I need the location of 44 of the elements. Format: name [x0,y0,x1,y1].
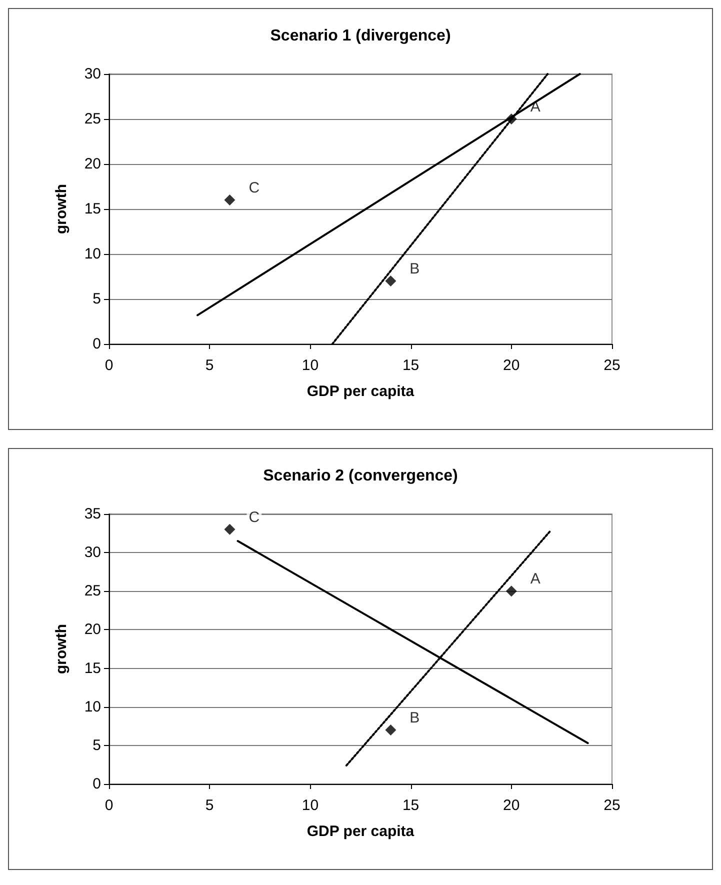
y-tick-label: 15 [84,660,101,677]
x-tick-label: 15 [402,357,420,374]
x-tick-label: 20 [503,797,520,814]
x-tick-label: 5 [205,357,214,374]
y-axis-title: growth [53,184,70,234]
y-tick-label: 0 [92,776,101,792]
point [506,586,517,597]
annotation: B [410,260,420,278]
y-tick-label: 30 [84,544,101,562]
point [224,524,236,535]
annotation: B [410,710,420,726]
x-tick-label: 20 [503,357,520,374]
y-tick-label: 10 [84,246,101,262]
y-tick-label: 0 [92,336,101,352]
x-tick-label: 0 [104,797,114,814]
x-tick-label: 15 [402,797,420,814]
y-tick-label: 20 [84,621,101,638]
x-tick-label: 25 [604,357,620,374]
y-tick-label: 5 [92,290,101,308]
y-tick-label: 15 [84,200,101,218]
x-tick-label: 0 [104,357,114,374]
annotation: C [248,180,260,196]
x-tick-label: 10 [302,797,319,814]
x-axis-title: GDP per capita [306,383,415,400]
y-tick-label: 5 [92,736,101,754]
x-tick-label: 25 [604,797,620,814]
y-tick-label: 35 [84,506,101,522]
point [506,114,517,124]
x-axis-title: GDP per capita [306,823,415,840]
x-tick-label: 10 [302,357,319,374]
chart-title: Scenario 2 (convergence) [263,468,458,484]
point [224,194,236,206]
x-tick-label: 5 [205,797,214,814]
y-tick-label: 20 [84,156,101,172]
chart-title: Scenario 1 (divergence) [270,28,451,44]
point [385,276,396,286]
annotation: A [530,570,540,588]
y-tick-label: 30 [84,66,101,82]
y-axis-title: growth [53,624,70,674]
y-tick-label: 25 [84,110,101,128]
y-tick-label: 25 [84,582,101,600]
point [385,724,396,736]
y-tick-label: 10 [84,698,101,716]
annotation: C [248,508,260,526]
